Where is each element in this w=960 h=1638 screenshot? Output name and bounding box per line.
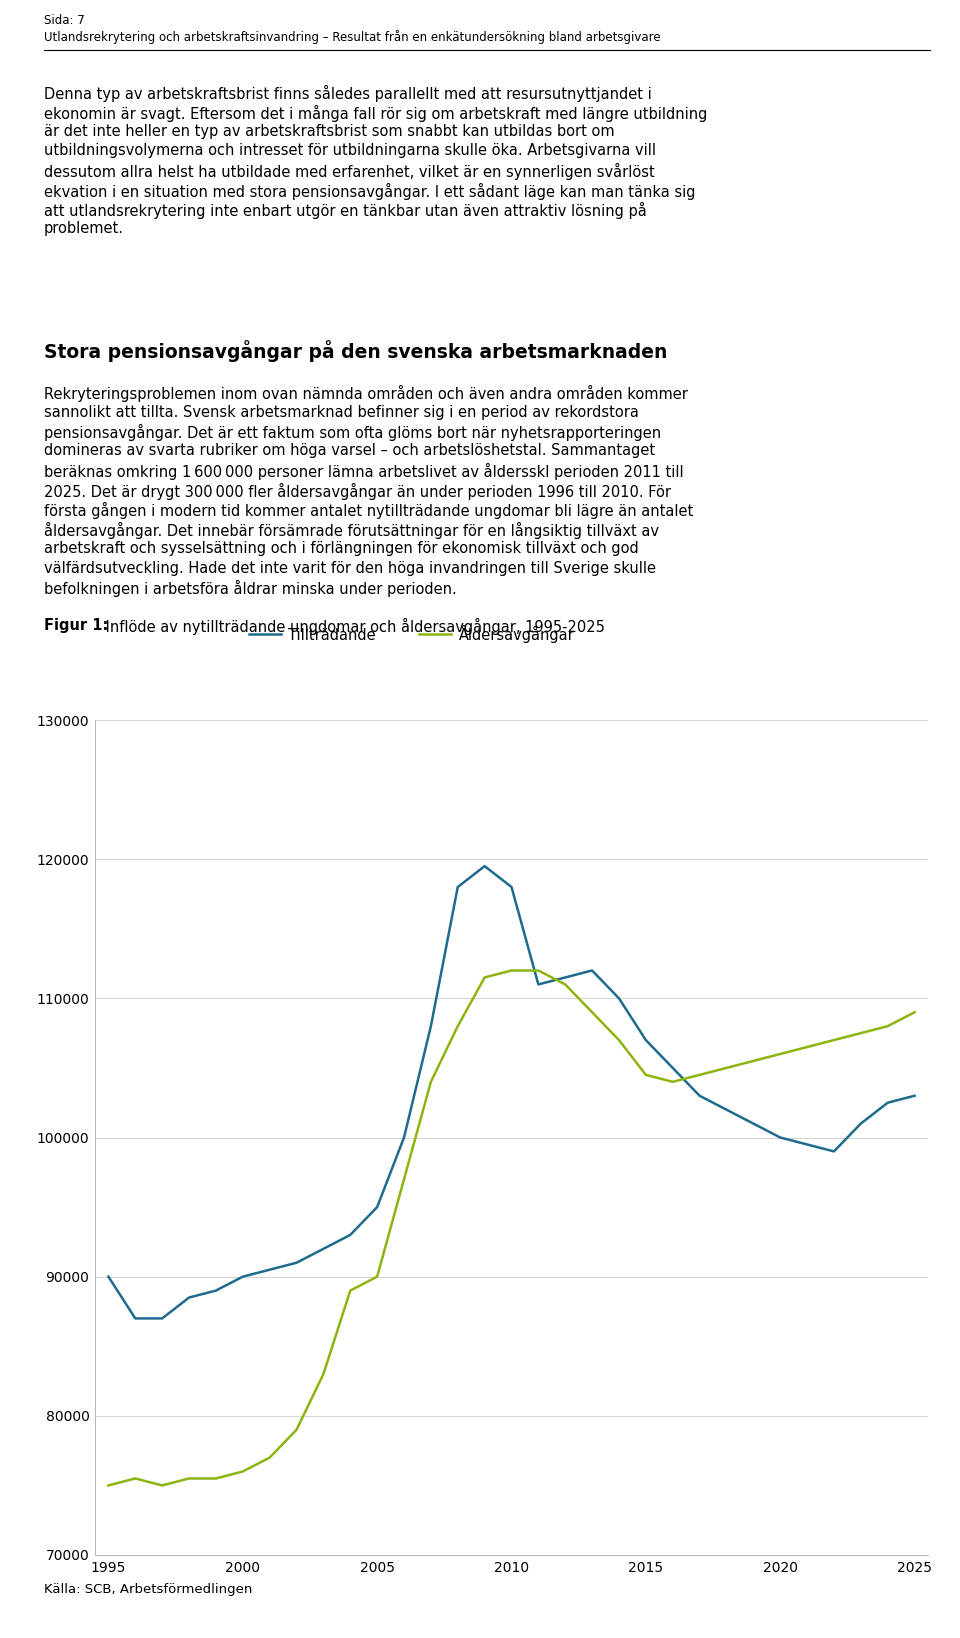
Text: Stora pensionsavgångar på den svenska arbetsmarknaden: Stora pensionsavgångar på den svenska ar… bbox=[44, 341, 667, 362]
Text: Figur 1:: Figur 1: bbox=[44, 618, 108, 632]
Text: domineras av svarta rubriker om höga varsel – och arbetslöshetstal. Sammantaget: domineras av svarta rubriker om höga var… bbox=[44, 444, 655, 459]
Text: åldersavgångar. Det innebär försämrade förutsättningar för en långsiktig tillväx: åldersavgångar. Det innebär försämrade f… bbox=[44, 521, 659, 539]
Text: Rekryteringsproblemen inom ovan nämnda områden och även andra områden kommer: Rekryteringsproblemen inom ovan nämnda o… bbox=[44, 385, 688, 401]
Text: första gången i modern tid kommer antalet nytillträdande ungdomar bli lägre än a: första gången i modern tid kommer antale… bbox=[44, 501, 693, 519]
Text: ekonomin är svagt. Eftersom det i många fall rör sig om arbetskraft med längre u: ekonomin är svagt. Eftersom det i många … bbox=[44, 105, 708, 121]
Text: befolkningen i arbetsföra åldrar minska under perioden.: befolkningen i arbetsföra åldrar minska … bbox=[44, 580, 457, 596]
Text: Källa: SCB, Arbetsförmedlingen: Källa: SCB, Arbetsförmedlingen bbox=[44, 1582, 252, 1595]
Text: utbildningsvolymerna och intresset för utbildningarna skulle öka. Arbetsgivarna : utbildningsvolymerna och intresset för u… bbox=[44, 144, 656, 159]
Text: välfärdsutveckling. Hade det inte varit för den höga invandringen till Sverige s: välfärdsutveckling. Hade det inte varit … bbox=[44, 560, 656, 575]
Text: dessutom allra helst ha utbildade med erfarenhet, vilket är en synnerligen svårl: dessutom allra helst ha utbildade med er… bbox=[44, 164, 655, 180]
Text: beräknas omkring 1 600 000 personer lämna arbetslivet av åldersskl perioden 2011: beräknas omkring 1 600 000 personer lämn… bbox=[44, 464, 684, 480]
Text: att utlandsrekrytering inte enbart utgör en tänkbar utan även attraktiv lösning : att utlandsrekrytering inte enbart utgör… bbox=[44, 201, 647, 219]
Text: ekvation i en situation med stora pensionsavgångar. I ett sådant läge kan man tä: ekvation i en situation med stora pensio… bbox=[44, 182, 695, 200]
Text: problemet.: problemet. bbox=[44, 221, 124, 236]
Text: Utlandsrekrytering och arbetskraftsinvandring – Resultat från en enkätundersökni: Utlandsrekrytering och arbetskraftsinvan… bbox=[44, 29, 660, 44]
Legend: Tillträdande, Åldersavgångar: Tillträdande, Åldersavgångar bbox=[243, 619, 580, 649]
Text: Sida: 7: Sida: 7 bbox=[44, 15, 84, 26]
Text: pensionsavgångar. Det är ett faktum som ofta glöms bort när nyhetsrapporteringen: pensionsavgångar. Det är ett faktum som … bbox=[44, 424, 661, 441]
Text: är det inte heller en typ av arbetskraftsbrist som snabbt kan utbildas bort om: är det inte heller en typ av arbetskraft… bbox=[44, 124, 614, 139]
Text: sannolikt att tillta. Svensk arbetsmarknad befinner sig i en period av rekordsto: sannolikt att tillta. Svensk arbetsmarkn… bbox=[44, 405, 638, 419]
Text: arbetskraft och sysselsättning och i förlängningen för ekonomisk tillväxt och go: arbetskraft och sysselsättning och i för… bbox=[44, 541, 638, 555]
Text: Inflöde av nytillträdande ungdomar och åldersavgångar, 1995-2025: Inflöde av nytillträdande ungdomar och å… bbox=[101, 618, 605, 636]
Text: Denna typ av arbetskraftsbrist finns således parallellt med att resursutnyttjand: Denna typ av arbetskraftsbrist finns sål… bbox=[44, 85, 652, 102]
Text: 2025. Det är drygt 300 000 fler åldersavgångar än under perioden 1996 till 2010.: 2025. Det är drygt 300 000 fler åldersav… bbox=[44, 483, 671, 500]
